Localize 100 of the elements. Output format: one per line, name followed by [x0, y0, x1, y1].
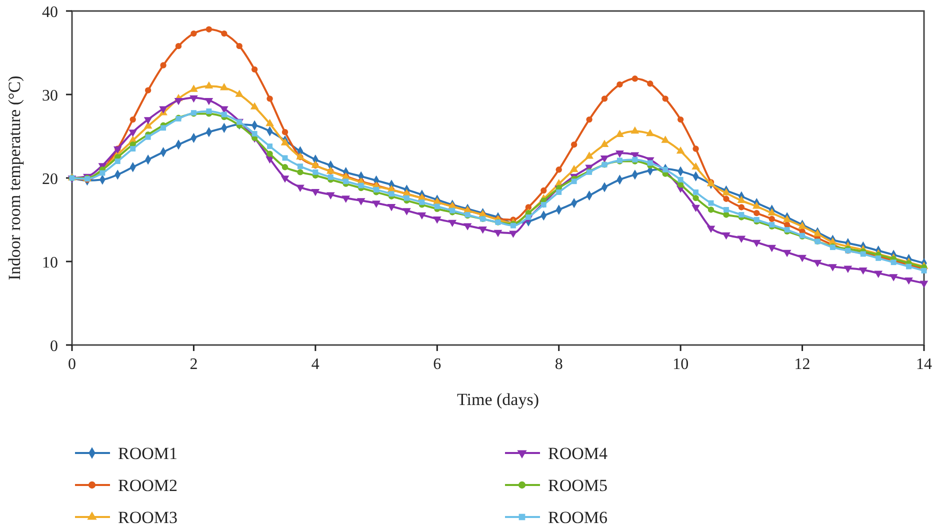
- point: [402, 208, 411, 216]
- point: [571, 178, 577, 184]
- point: [723, 196, 730, 202]
- point: [144, 117, 152, 124]
- point: [782, 250, 792, 258]
- point: [708, 206, 714, 213]
- point: [525, 204, 532, 210]
- point: [206, 26, 212, 32]
- legend-label: ROOM2: [118, 476, 178, 495]
- point: [844, 266, 852, 273]
- point: [858, 267, 868, 275]
- y-tick-label: 0: [50, 338, 58, 355]
- point: [676, 146, 685, 154]
- point: [692, 146, 699, 152]
- point: [782, 214, 792, 222]
- point: [432, 216, 442, 224]
- point: [145, 134, 151, 140]
- point: [404, 195, 410, 201]
- point: [221, 112, 227, 118]
- point: [616, 130, 624, 137]
- legend-label: ROOM1: [118, 444, 178, 463]
- point: [692, 162, 700, 170]
- point: [874, 270, 883, 278]
- point: [326, 192, 335, 200]
- point: [556, 166, 562, 173]
- point: [282, 155, 288, 161]
- point: [418, 212, 426, 220]
- point: [448, 220, 457, 228]
- point: [251, 66, 258, 73]
- point: [920, 280, 928, 288]
- legend-label: ROOM5: [548, 476, 608, 495]
- point: [754, 210, 760, 216]
- point: [768, 244, 776, 252]
- point: [282, 164, 288, 170]
- point: [586, 116, 592, 123]
- point: [174, 98, 183, 106]
- point: [297, 164, 303, 170]
- point: [311, 188, 320, 196]
- point: [160, 125, 166, 131]
- point: [463, 223, 472, 230]
- point: [130, 146, 136, 152]
- y-tick-label: 30: [42, 88, 58, 104]
- point: [204, 81, 214, 89]
- point: [374, 186, 380, 192]
- point: [723, 206, 729, 212]
- point: [768, 216, 775, 222]
- point: [904, 277, 913, 285]
- x-tick-label: 2: [190, 356, 198, 373]
- point: [296, 184, 304, 192]
- point: [220, 83, 228, 90]
- point: [693, 189, 699, 195]
- point: [647, 160, 653, 166]
- legend-label: ROOM6: [548, 508, 608, 527]
- point: [114, 158, 120, 164]
- point: [769, 222, 775, 228]
- point: [632, 76, 638, 82]
- x-tick-label: 6: [433, 356, 442, 373]
- point: [356, 198, 366, 206]
- point: [267, 144, 273, 150]
- legend-label: ROOM3: [118, 508, 178, 527]
- point: [252, 131, 258, 136]
- point: [190, 95, 198, 103]
- point: [556, 189, 562, 195]
- x-tick-label: 12: [794, 356, 810, 373]
- point: [297, 169, 304, 176]
- point: [494, 230, 502, 238]
- point: [540, 187, 547, 194]
- point: [828, 264, 837, 272]
- point: [190, 84, 198, 92]
- x-axis-title: Time (days): [456, 390, 540, 409]
- point: [282, 128, 288, 136]
- y-tick-label: 20: [42, 171, 58, 188]
- point: [190, 30, 197, 37]
- x-tick-label: 4: [311, 356, 320, 373]
- point: [387, 204, 396, 212]
- point: [509, 230, 518, 238]
- point: [160, 62, 166, 68]
- point: [570, 142, 578, 148]
- point: [478, 226, 487, 234]
- point: [526, 214, 532, 220]
- point: [266, 150, 273, 157]
- point: [752, 202, 761, 209]
- point: [661, 136, 670, 143]
- point: [692, 204, 700, 212]
- point: [419, 199, 425, 205]
- point: [630, 126, 640, 134]
- point: [706, 226, 716, 233]
- x-tick-label: 10: [672, 356, 689, 373]
- point: [342, 196, 350, 203]
- point: [738, 204, 745, 210]
- point: [144, 87, 152, 94]
- y-tick-label: 10: [42, 254, 58, 272]
- x-tick-label: 0: [68, 356, 76, 373]
- point: [175, 42, 182, 50]
- point: [601, 96, 608, 102]
- point: [678, 176, 684, 182]
- point: [616, 150, 624, 158]
- point: [692, 194, 699, 202]
- point: [372, 200, 380, 208]
- point: [280, 138, 290, 146]
